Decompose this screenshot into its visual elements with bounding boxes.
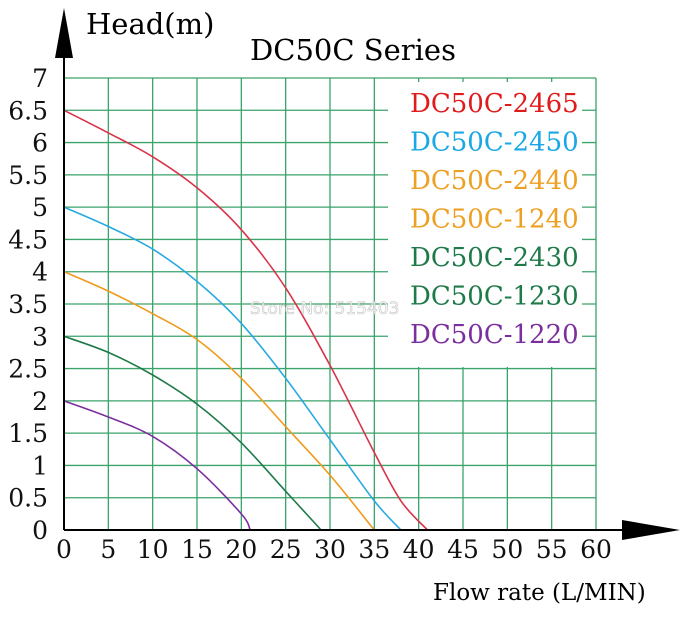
x-tick-label: 0 [56,535,72,564]
x-tick-labels: 0 5 10 15 20 25 30 35 40 45 50 55 60 [56,535,612,564]
y-tick-label: 6 [32,129,48,158]
x-tick-label: 35 [358,535,390,564]
y-tick-label: 4.5 [8,225,48,254]
x-tick-label: 30 [314,535,346,564]
series-line-2 [63,206,402,531]
y-axis-arrow [55,8,73,58]
y-tick-label: 4 [32,258,48,287]
y-tick-label: 7 [32,64,48,93]
x-tick-label: 45 [447,535,479,564]
x-tick-label: 40 [403,535,435,564]
legend-box: DC50C-2465 DC50C-2450 DC50C-2440 DC50C-1240… [388,82,582,367]
y-tick-labels: 0 0.5 1 1.5 2 2.5 3 3.5 4 4.5 5 5.5 6 6.5 7 [8,64,48,545]
legend-background [388,82,582,367]
x-tick-label: 20 [225,535,257,564]
x-axis-label: Flow rate (L/MIN) [433,580,646,606]
x-tick-label: 25 [270,535,302,564]
x-tick-label: 10 [137,535,169,564]
x-tick-label: 60 [580,535,612,564]
y-tick-label: 3.5 [8,290,48,319]
legend-entry: DC50C-2440 [410,166,579,196]
legend-entry: DC50C-2465 [410,89,579,119]
legend-entry: DC50C-1220 [410,320,579,350]
legend-entry: DC50C-2450 [410,128,579,158]
y-tick-label: 0 [32,516,48,545]
series-line-3 [63,270,375,531]
y-tick-label: 6.5 [8,96,48,125]
series-line-5 [63,400,251,531]
legend-entry: DC50C-2430 [410,243,579,273]
y-axis [55,8,73,530]
y-tick-label: 3 [32,322,48,351]
watermark: Store No: 515403 [250,299,399,319]
chart-title: DC50C Series [250,33,456,67]
y-tick-label: 2.5 [8,355,48,384]
legend-entry: DC50C-1240 [410,205,579,235]
x-axis [64,520,680,540]
y-tick-label: 1.5 [8,419,48,448]
legend-entry: DC50C-1230 [410,282,579,312]
y-axis-label: Head(m) [86,7,214,41]
y-tick-label: 5 [32,193,48,222]
x-tick-label: 15 [181,535,213,564]
x-tick-label: 5 [100,535,116,564]
y-tick-label: 2 [32,387,48,416]
series-group [63,109,429,531]
y-tick-label: 1 [32,451,48,480]
y-tick-label: 0.5 [8,484,48,513]
x-tick-label: 55 [536,535,568,564]
series-line-1 [63,109,429,531]
y-tick-label: 5.5 [8,161,48,190]
x-axis-arrow [622,520,680,540]
series-line-4 [63,335,322,531]
x-tick-label: 50 [491,535,523,564]
